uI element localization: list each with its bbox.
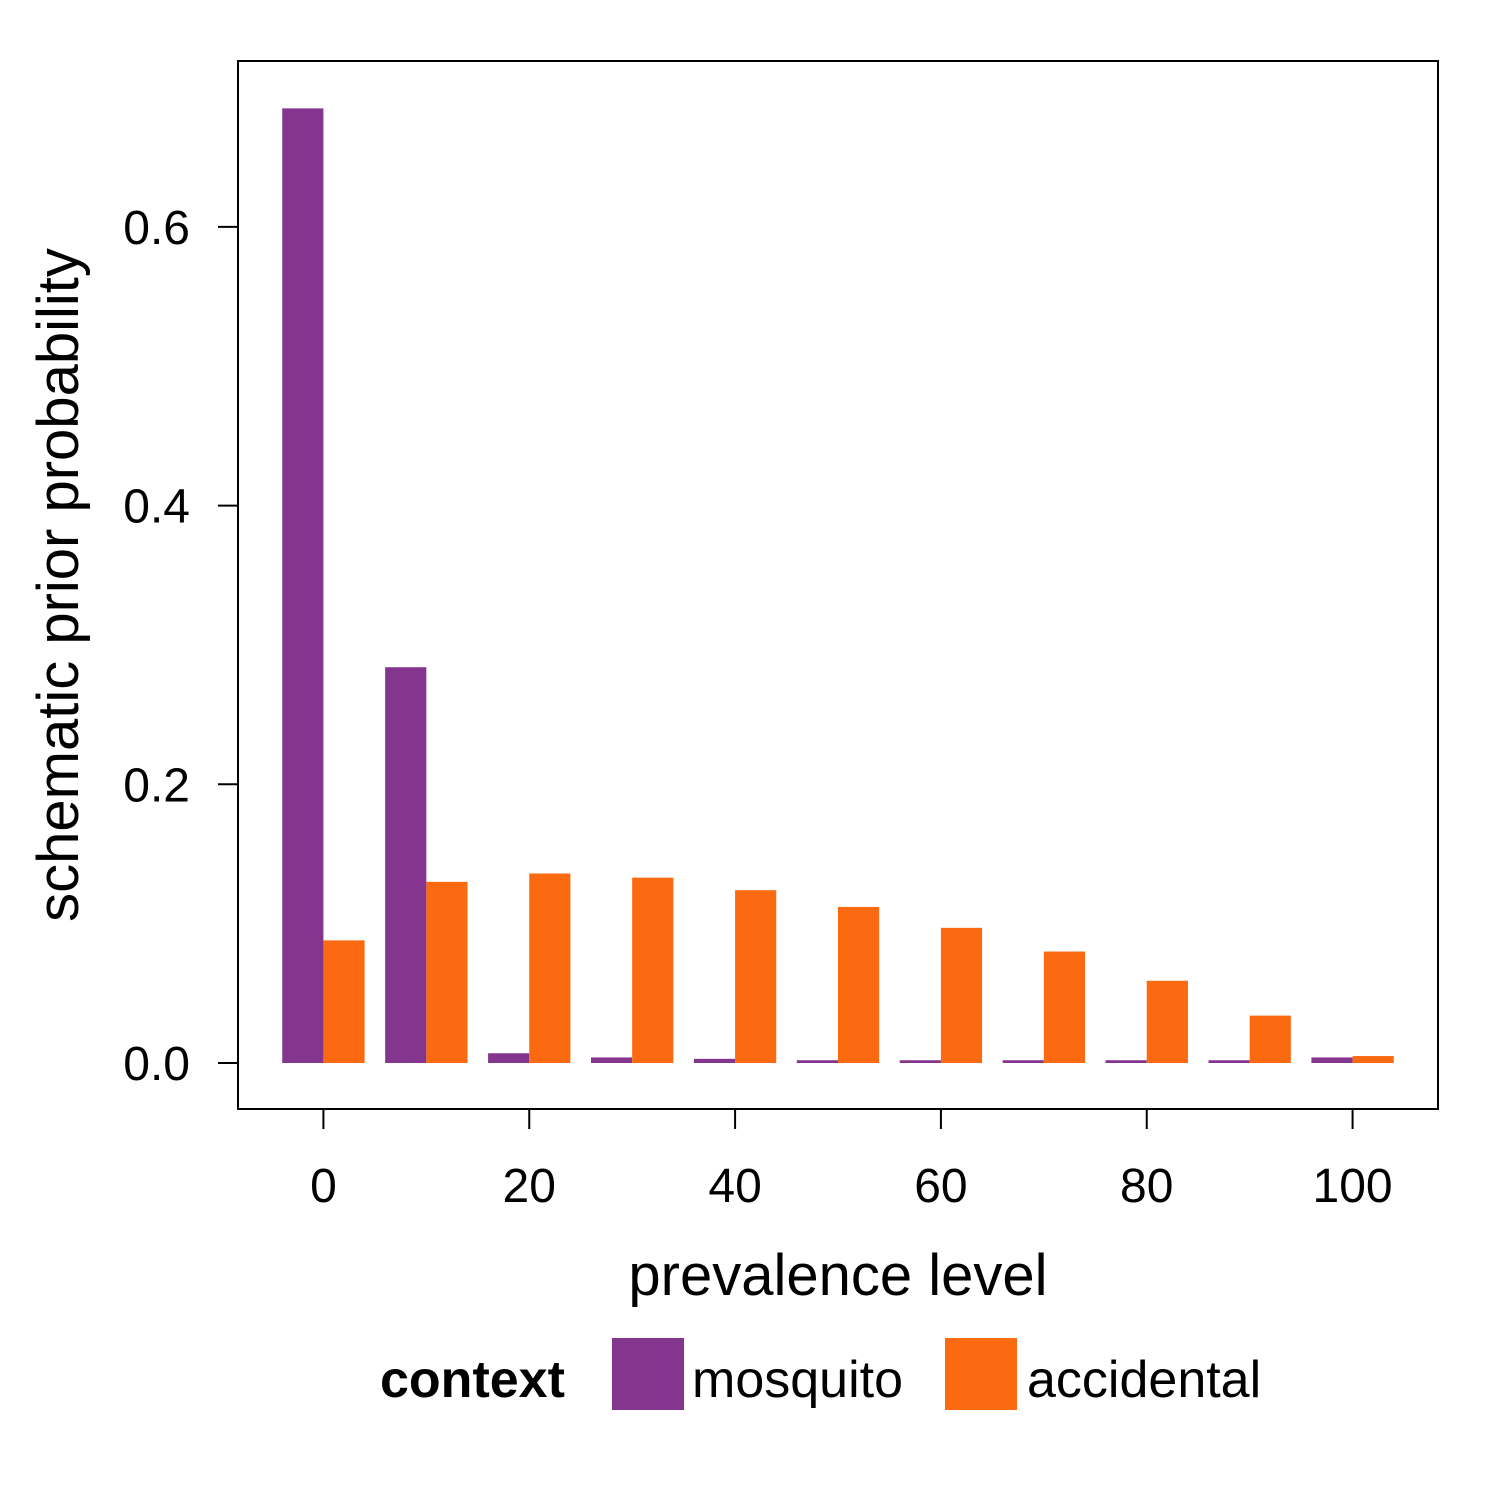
bar-mosquito-100 [1311,1057,1353,1064]
y-tick-label-0.0: 0.0 [123,1038,190,1091]
legend-title: context [380,1351,565,1409]
y-tick-label-0.6: 0.6 [123,202,190,255]
bar-accidental-10 [426,881,468,1064]
legend-label-accidental: accidental [1027,1351,1261,1409]
bar-accidental-20 [529,873,571,1064]
bar-accidental-30 [632,877,674,1064]
bar-accidental-90 [1249,1015,1291,1064]
y-axis: 0.0 0.2 0.4 0.6 [123,202,238,1091]
x-axis-title: prevalence level [628,1243,1047,1308]
legend-swatch-mosquito [612,1338,684,1410]
bar-mosquito-40 [693,1058,736,1064]
bar-mosquito-60 [899,1060,941,1064]
bar-accidental-80 [1146,980,1188,1064]
bar-mosquito-30 [591,1057,633,1064]
bars-group [282,108,1394,1064]
bar-accidental-50 [838,906,880,1064]
bar-accidental-100 [1352,1056,1394,1064]
bar-mosquito-90 [1208,1060,1250,1064]
bar-accidental-70 [1043,951,1085,1064]
bar-accidental-0 [323,940,365,1064]
legend-label-mosquito: mosquito [692,1351,903,1409]
bar-accidental-60 [940,927,983,1064]
x-tick-label-40: 40 [708,1160,761,1213]
x-tick-label-60: 60 [914,1160,967,1213]
x-tick-label-0: 0 [310,1160,337,1213]
legend: context mosquito accidental [380,1338,1261,1410]
y-axis-title: schematic prior probability [26,248,91,922]
plot-frame [237,60,1439,1110]
bar-accidental-40 [735,890,777,1064]
bar-mosquito-10 [385,667,427,1064]
y-tick-label-0.2: 0.2 [123,759,190,812]
bar-mosquito-70 [1002,1060,1044,1064]
bar-mosquito-80 [1105,1060,1147,1064]
x-tick-label-80: 80 [1120,1160,1173,1213]
bar-mosquito-0 [282,108,324,1064]
x-tick-label-100: 100 [1313,1160,1393,1213]
x-tick-label-20: 20 [503,1160,556,1213]
bar-mosquito-20 [488,1053,530,1064]
y-tick-label-0.4: 0.4 [123,481,190,534]
x-axis: 0 20 40 60 80 100 [310,1109,1393,1213]
bar-mosquito-50 [796,1060,838,1064]
legend-swatch-accidental [945,1338,1017,1410]
